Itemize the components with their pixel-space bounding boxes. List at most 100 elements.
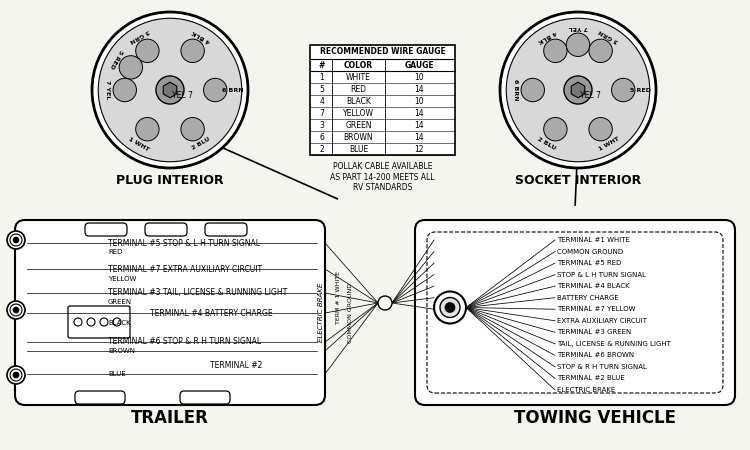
Text: TRAILER: TRAILER	[131, 409, 209, 427]
Text: TERMINAL #2 BLUE: TERMINAL #2 BLUE	[557, 375, 625, 382]
Circle shape	[13, 307, 19, 313]
Text: WHITE: WHITE	[346, 73, 371, 82]
Polygon shape	[572, 82, 585, 98]
Text: TERMINAL #3 TAIL, LICENSE & RUNNING LIGHT: TERMINAL #3 TAIL, LICENSE & RUNNING LIGH…	[108, 288, 287, 297]
Text: TERMINAL #5 STOP & L H TURN SIGNAL: TERMINAL #5 STOP & L H TURN SIGNAL	[108, 238, 260, 248]
Text: TERMINAL #5 RED: TERMINAL #5 RED	[557, 260, 621, 266]
FancyBboxPatch shape	[85, 223, 127, 236]
Circle shape	[566, 33, 590, 56]
Text: TAIL, LICENSE & RUNNING LIGHT: TAIL, LICENSE & RUNNING LIGHT	[557, 341, 670, 347]
Circle shape	[589, 39, 612, 63]
Circle shape	[119, 56, 142, 79]
Text: 10: 10	[414, 98, 424, 107]
Text: 14: 14	[414, 122, 424, 130]
Circle shape	[113, 318, 121, 326]
Text: 14: 14	[414, 134, 424, 143]
FancyBboxPatch shape	[415, 220, 735, 405]
Text: 5 RED: 5 RED	[109, 49, 123, 69]
Text: TERMINAL #6 BROWN: TERMINAL #6 BROWN	[557, 352, 634, 358]
Text: 5 RED: 5 RED	[630, 87, 651, 93]
Polygon shape	[570, 38, 586, 52]
Circle shape	[181, 39, 204, 63]
Text: TOWING VEHICLE: TOWING VEHICLE	[514, 409, 676, 427]
Circle shape	[544, 39, 567, 63]
Text: YEL 7: YEL 7	[172, 90, 193, 99]
Text: 2 BLU: 2 BLU	[537, 137, 556, 151]
Text: BROWN: BROWN	[344, 134, 374, 143]
Text: 6 BRN: 6 BRN	[221, 87, 243, 93]
Text: RED: RED	[108, 249, 122, 255]
Polygon shape	[545, 119, 566, 139]
Text: PLUG INTERIOR: PLUG INTERIOR	[116, 174, 224, 186]
Circle shape	[13, 372, 19, 378]
Text: BLUE: BLUE	[349, 145, 368, 154]
FancyBboxPatch shape	[145, 223, 187, 236]
Text: 7 YEL: 7 YEL	[568, 25, 588, 30]
Text: COMMON GROUND: COMMON GROUND	[557, 248, 623, 255]
Text: 3 GRN: 3 GRN	[598, 28, 620, 44]
Text: YELLOW: YELLOW	[343, 109, 374, 118]
Circle shape	[7, 301, 25, 319]
Circle shape	[506, 18, 650, 162]
Circle shape	[378, 296, 392, 310]
Text: COLOR: COLOR	[344, 62, 373, 71]
Text: TERMINAL #2: TERMINAL #2	[210, 360, 262, 369]
Text: TERMINAL #1 WHITE: TERMINAL #1 WHITE	[557, 237, 630, 243]
Polygon shape	[590, 41, 611, 61]
Text: TERMINAL #6 STOP & R H TURN SIGNAL: TERMINAL #6 STOP & R H TURN SIGNAL	[108, 338, 261, 346]
Circle shape	[92, 12, 248, 168]
Circle shape	[434, 292, 466, 324]
Circle shape	[445, 302, 455, 312]
Text: GREEN: GREEN	[345, 122, 372, 130]
Text: BLACK: BLACK	[346, 98, 371, 107]
Circle shape	[136, 39, 159, 63]
Polygon shape	[590, 119, 611, 139]
Circle shape	[203, 78, 227, 102]
Polygon shape	[526, 82, 540, 98]
Text: #: #	[319, 62, 326, 71]
Text: 10: 10	[414, 73, 424, 82]
Circle shape	[100, 318, 108, 326]
Text: COMMON GROUND: COMMON GROUND	[347, 283, 352, 342]
Text: 4 BLK: 4 BLK	[537, 29, 556, 43]
Text: 6 BRN: 6 BRN	[513, 79, 518, 101]
Circle shape	[500, 12, 656, 168]
Circle shape	[521, 78, 544, 102]
FancyBboxPatch shape	[75, 391, 125, 404]
Text: 4: 4	[320, 98, 325, 107]
Circle shape	[156, 76, 184, 104]
Text: POLLAK CABLE AVAILABLE
AS PART 14-200 MEETS ALL
RV STANDARDS: POLLAK CABLE AVAILABLE AS PART 14-200 ME…	[330, 162, 435, 192]
Text: 2 BLU: 2 BLU	[191, 137, 211, 151]
Circle shape	[7, 366, 25, 384]
Text: 7: 7	[320, 109, 325, 118]
Text: 14: 14	[414, 86, 424, 94]
Text: 1: 1	[320, 73, 324, 82]
Polygon shape	[182, 41, 203, 61]
Polygon shape	[164, 82, 177, 98]
Text: TERMINAL #7 EXTRA AUXILIARY CIRCUIT: TERMINAL #7 EXTRA AUXILIARY CIRCUIT	[108, 266, 262, 274]
Circle shape	[113, 78, 136, 102]
Text: YEL 7: YEL 7	[580, 90, 601, 99]
Text: 3 GRN: 3 GRN	[128, 28, 149, 44]
Circle shape	[544, 117, 567, 141]
Text: TERMINAL #3 GREEN: TERMINAL #3 GREEN	[557, 329, 632, 335]
Polygon shape	[616, 82, 630, 98]
Polygon shape	[121, 57, 141, 78]
Polygon shape	[182, 119, 203, 139]
Text: 6: 6	[320, 134, 325, 143]
Text: 1 WHT: 1 WHT	[128, 136, 150, 152]
Text: RECOMMENDED WIRE GAUGE: RECOMMENDED WIRE GAUGE	[320, 48, 446, 57]
Bar	[310, 45, 455, 155]
Circle shape	[74, 318, 82, 326]
Circle shape	[136, 117, 159, 141]
Text: STOP & L H TURN SIGNAL: STOP & L H TURN SIGNAL	[557, 272, 646, 278]
Text: STOP & R H TURN SIGNAL: STOP & R H TURN SIGNAL	[557, 364, 646, 370]
Text: 5: 5	[320, 86, 325, 94]
Circle shape	[564, 76, 592, 104]
Circle shape	[87, 318, 95, 326]
FancyBboxPatch shape	[180, 391, 230, 404]
Text: BROWN: BROWN	[108, 348, 135, 354]
Text: ELECTRIC BRAKE: ELECTRIC BRAKE	[557, 387, 615, 393]
Text: TERMINAL #4 BATTERY CHARGE: TERMINAL #4 BATTERY CHARGE	[150, 309, 273, 318]
Text: 2: 2	[320, 145, 324, 154]
